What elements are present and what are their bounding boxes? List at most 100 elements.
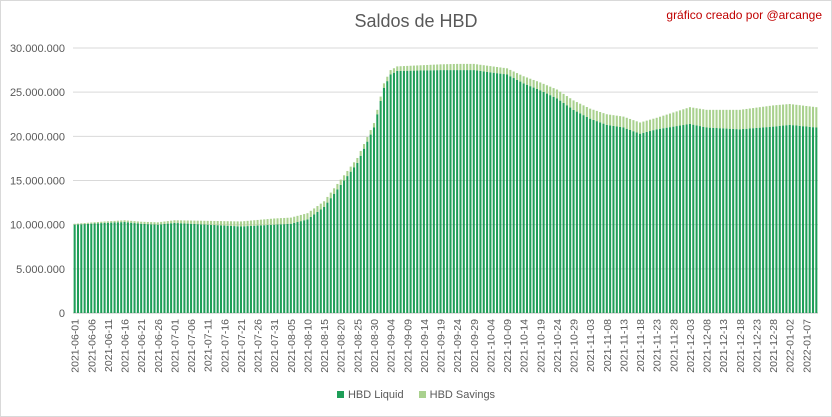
- bar-hbd-liquid: [236, 226, 239, 313]
- bar-hbd-savings: [479, 64, 482, 71]
- y-tick-label: 30.000.000: [10, 43, 65, 55]
- bar-hbd-liquid: [286, 223, 289, 313]
- x-tick-label: 2021-09-09: [402, 319, 414, 373]
- bar-hbd-savings: [469, 63, 472, 71]
- bar-hbd-savings: [206, 220, 209, 225]
- bar-hbd-liquid: [705, 127, 708, 313]
- bar-hbd-liquid: [452, 70, 455, 313]
- bar-hbd-savings: [236, 221, 239, 227]
- bar-hbd-liquid: [662, 128, 665, 313]
- bar-hbd-savings: [349, 166, 352, 172]
- x-tick-label: 2021-07-31: [269, 319, 281, 373]
- bar-hbd-savings: [768, 105, 771, 127]
- bar-hbd-savings: [758, 107, 761, 128]
- bar-hbd-liquid: [765, 127, 768, 313]
- bar-hbd-liquid: [811, 127, 815, 313]
- bar-hbd-savings: [339, 179, 342, 185]
- bar-hbd-savings: [343, 175, 346, 181]
- bar-hbd-savings: [299, 214, 302, 222]
- x-tick-label: 2021-06-06: [86, 319, 98, 373]
- bar-hbd-liquid: [386, 81, 389, 313]
- bar-hbd-liquid: [313, 214, 316, 313]
- x-tick-label: 2021-07-11: [203, 319, 215, 372]
- y-tick-label: 0: [59, 308, 65, 320]
- bar-hbd-liquid: [532, 87, 535, 313]
- bar-hbd-liquid: [266, 225, 269, 313]
- bar-hbd-savings: [146, 221, 149, 225]
- bar-hbd-liquid: [472, 70, 475, 313]
- bar-hbd-savings: [542, 83, 545, 92]
- bar-hbd-liquid: [525, 84, 529, 313]
- bar-hbd-savings: [406, 65, 409, 71]
- bar-hbd-liquid: [86, 223, 89, 313]
- bar-hbd-liquid: [632, 131, 635, 313]
- bar-hbd-savings: [765, 106, 768, 128]
- bar-hbd-liquid: [466, 70, 469, 313]
- bar-hbd-liquid: [303, 220, 306, 313]
- x-tick-label: 2021-12-03: [685, 319, 697, 373]
- bar-hbd-savings: [682, 109, 685, 126]
- bar-hbd-liquid: [722, 128, 725, 313]
- bar-hbd-savings: [715, 109, 718, 129]
- bar-hbd-liquid: [233, 226, 236, 313]
- bar-hbd-savings: [353, 162, 356, 168]
- bar-hbd-savings: [369, 130, 372, 135]
- bar-hbd-savings: [728, 109, 731, 129]
- bar-hbd-savings: [735, 109, 738, 130]
- bar-hbd-savings: [446, 64, 449, 71]
- x-tick-label: 2021-08-10: [302, 319, 314, 373]
- bar-hbd-liquid: [349, 171, 352, 313]
- legend-label-liquid: HBD Liquid: [347, 389, 404, 401]
- bar-hbd-liquid: [762, 127, 765, 313]
- x-tick-label: 2021-08-15: [319, 319, 331, 373]
- x-tick-label: 2021-06-11: [103, 319, 115, 372]
- bar-hbd-liquid: [602, 123, 605, 313]
- bar-hbd-savings: [86, 222, 89, 224]
- x-tick-label: 2021-11-03: [585, 319, 597, 372]
- bar-hbd-liquid: [612, 125, 615, 313]
- bar-hbd-liquid: [535, 88, 538, 313]
- bar-hbd-liquid: [456, 70, 459, 313]
- bar-hbd-savings: [216, 221, 219, 226]
- bar-hbd-liquid: [798, 125, 801, 313]
- bar-hbd-liquid: [150, 224, 153, 313]
- bar-hbd-savings: [296, 215, 299, 223]
- bar-hbd-savings: [396, 66, 399, 71]
- bar-hbd-liquid: [629, 129, 632, 313]
- bar-hbd-liquid: [130, 222, 133, 313]
- chart-title: Saldos de HBD: [354, 11, 478, 31]
- bar-hbd-liquid: [123, 222, 126, 313]
- bar-hbd-liquid: [376, 114, 379, 313]
- bar-hbd-savings: [752, 108, 755, 129]
- bar-hbd-savings: [269, 218, 272, 225]
- bar-hbd-liquid: [758, 127, 761, 313]
- bar-hbd-liquid: [319, 209, 322, 313]
- bar-hbd-liquid: [209, 224, 213, 313]
- x-tick-label: 2021-08-25: [352, 319, 364, 373]
- bar-hbd-liquid: [193, 223, 196, 313]
- bar-hbd-savings: [502, 67, 505, 75]
- bar-hbd-liquid: [725, 128, 728, 313]
- bar-hbd-savings: [572, 100, 575, 110]
- bar-hbd-savings: [333, 188, 336, 194]
- y-tick-label: 5.000.000: [16, 264, 65, 276]
- bar-hbd-liquid: [542, 91, 545, 314]
- bar-hbd-savings: [662, 115, 665, 129]
- bar-hbd-liquid: [642, 132, 645, 313]
- bar-hbd-savings: [489, 66, 492, 73]
- bar-hbd-liquid: [499, 73, 502, 313]
- bar-hbd-liquid: [519, 81, 522, 313]
- y-axis-ticks: 0 5.000.000 10.000.000 15.000.000 20.000.000…: [10, 43, 65, 320]
- bar-hbd-liquid: [326, 202, 329, 313]
- y-tick-label: 15.000.000: [10, 176, 65, 188]
- bar-hbd-liquid: [166, 223, 169, 313]
- bar-hbd-savings: [402, 66, 405, 71]
- bar-hbd-savings: [190, 220, 193, 224]
- x-tick-label: 2021-11-18: [635, 319, 647, 372]
- bar-hbd-liquid: [512, 78, 515, 314]
- bar-hbd-liquid: [76, 224, 80, 313]
- bar-hbd-liquid: [692, 124, 695, 313]
- x-tick-label: 2021-10-29: [569, 319, 581, 373]
- bar-hbd-savings: [336, 183, 339, 190]
- bar-hbd-liquid: [502, 74, 505, 313]
